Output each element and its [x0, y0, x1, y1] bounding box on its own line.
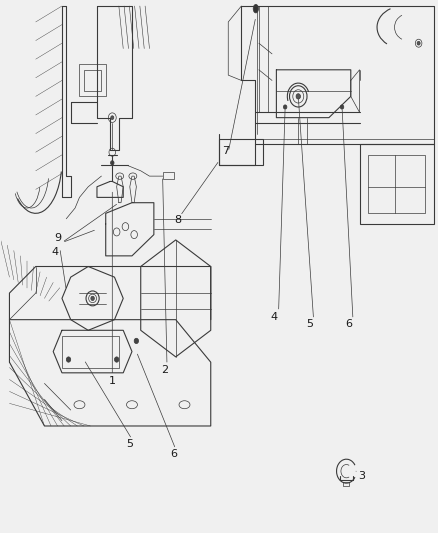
Bar	[79, 64, 106, 96]
Bar	[62, 336, 119, 368]
Ellipse shape	[110, 116, 113, 119]
Ellipse shape	[416, 42, 419, 45]
Text: 4: 4	[270, 312, 277, 322]
Ellipse shape	[339, 105, 343, 109]
Text: 6: 6	[170, 449, 177, 459]
Bar	[367, 155, 424, 213]
Ellipse shape	[114, 357, 119, 362]
Text: 9: 9	[54, 233, 61, 243]
Text: 2: 2	[161, 365, 168, 375]
Ellipse shape	[66, 357, 71, 362]
Text: 3: 3	[357, 472, 364, 481]
Ellipse shape	[253, 4, 258, 13]
Bar	[84, 70, 101, 91]
Ellipse shape	[91, 296, 94, 301]
Text: 4: 4	[52, 247, 59, 257]
Ellipse shape	[134, 338, 138, 344]
Text: 5: 5	[126, 439, 133, 449]
Text: 8: 8	[174, 215, 181, 225]
Ellipse shape	[283, 105, 286, 109]
Text: 6: 6	[344, 319, 351, 329]
Ellipse shape	[295, 94, 300, 99]
Text: 7: 7	[222, 146, 229, 156]
Ellipse shape	[110, 161, 114, 165]
Bar	[219, 139, 263, 165]
Text: 5: 5	[305, 319, 312, 329]
Bar	[359, 144, 433, 224]
Text: 1: 1	[109, 376, 116, 386]
Bar	[162, 172, 173, 179]
